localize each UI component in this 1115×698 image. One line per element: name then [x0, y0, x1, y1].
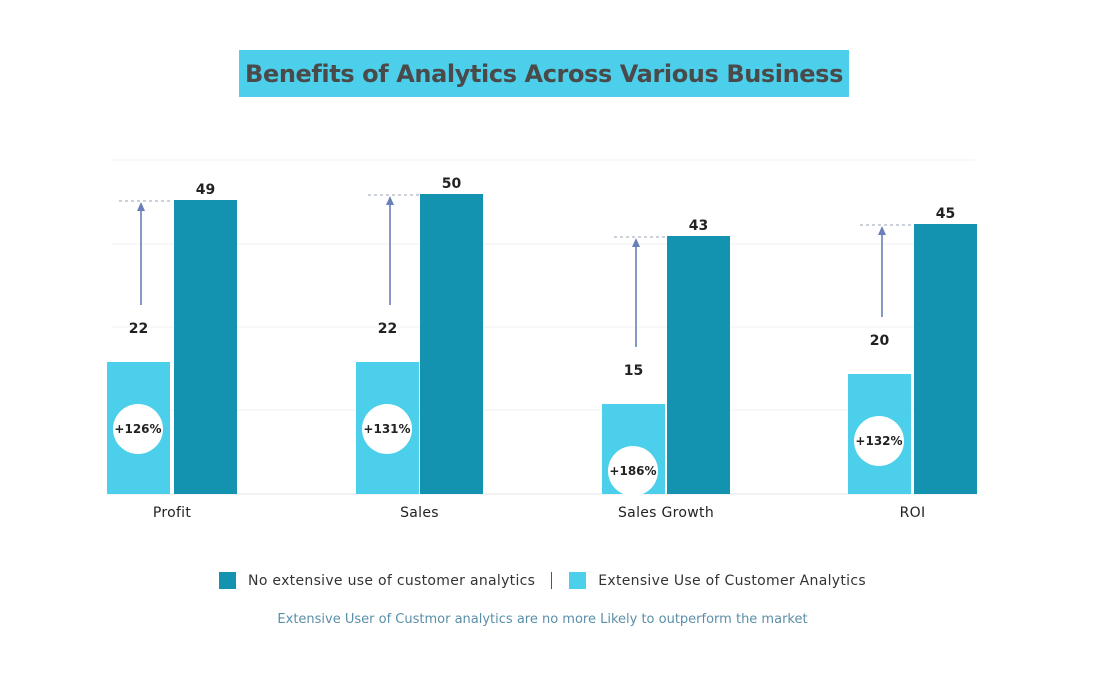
- bar-no-analytics-0: [174, 200, 237, 494]
- bar-no-analytics-1: [420, 194, 483, 494]
- increase-circle-2: [608, 446, 658, 496]
- legend-label-extensive-analytics: Extensive Use of Customer Analytics: [598, 572, 866, 589]
- arrow-head-0: [137, 202, 145, 211]
- legend-item-no-analytics: No extensive use of customer analytics: [219, 572, 535, 589]
- increase-label-0: +126%: [114, 422, 161, 436]
- value-label-extensive-2: 15: [624, 363, 643, 379]
- bar-no-analytics-2: [667, 236, 730, 494]
- legend-separator: [551, 572, 553, 589]
- category-label-2: Sales Growth: [618, 505, 714, 521]
- value-label-no-analytics-0: 49: [196, 182, 215, 198]
- category-label-0: Profit: [153, 505, 192, 521]
- increase-circle-1: [362, 404, 412, 454]
- value-label-no-analytics-2: 43: [689, 218, 708, 234]
- legend-label-no-analytics: No extensive use of customer analytics: [248, 572, 536, 589]
- increase-label-1: +131%: [363, 422, 410, 436]
- category-label-1: Sales: [400, 505, 439, 521]
- increase-circle-0: [113, 404, 163, 454]
- increase-circle-3: [854, 416, 904, 466]
- legend-swatch-no-analytics: [219, 572, 237, 589]
- arrow-head-1: [386, 196, 394, 205]
- bar-no-analytics-3: [914, 224, 977, 494]
- increase-label-3: +132%: [855, 434, 902, 448]
- arrow-head-3: [878, 226, 886, 235]
- increase-label-2: +186%: [609, 464, 656, 478]
- category-label-3: ROI: [900, 505, 926, 521]
- value-label-extensive-1: 22: [378, 321, 397, 337]
- value-label-no-analytics-3: 45: [936, 206, 955, 222]
- value-label-extensive-0: 22: [129, 321, 148, 337]
- chart-title: Benefits of Analytics Across Various Bus…: [245, 59, 843, 88]
- legend-swatch-extensive-analytics: [569, 572, 587, 589]
- legend: No extensive use of customer analytics E…: [0, 572, 1085, 589]
- title-banner: Benefits of Analytics Across Various Bus…: [239, 50, 849, 97]
- legend-item-extensive-analytics: Extensive Use of Customer Analytics: [569, 572, 866, 589]
- arrow-head-2: [632, 238, 640, 247]
- bar-chart: 22 49 +126% Profit 22 50 +131% Sales 15 43 +186% Sa…: [107, 159, 977, 521]
- value-label-no-analytics-1: 50: [442, 176, 462, 192]
- footnote: Extensive User of Custmor analytics are …: [277, 612, 808, 627]
- value-label-extensive-3: 20: [870, 333, 890, 349]
